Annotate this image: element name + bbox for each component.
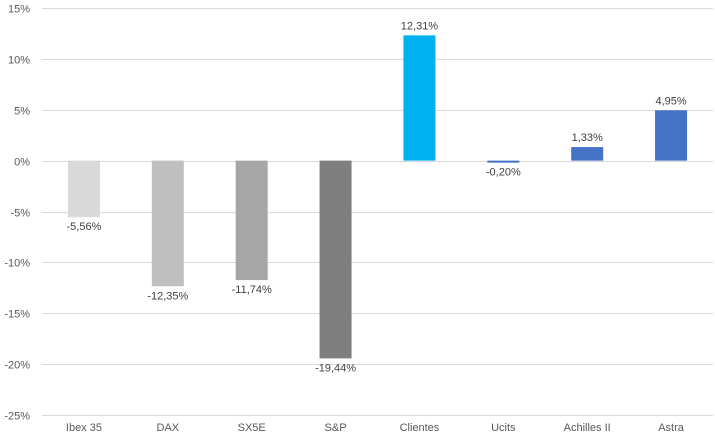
gridlines [42, 8, 713, 416]
bar [319, 160, 352, 359]
y-tick-label: 0% [14, 157, 30, 169]
category-label: DAX [157, 422, 180, 434]
data-label: -12,35% [147, 290, 188, 302]
bar [655, 110, 688, 161]
category-label: Clientes [400, 422, 440, 434]
y-tick-label: -10% [4, 258, 30, 270]
bar [403, 35, 436, 161]
data-label: 1,33% [572, 132, 603, 144]
category-label: Ibex 35 [66, 422, 102, 434]
data-label: -11,74% [232, 284, 272, 296]
data-labels: -5,56% -12,35% -11,74% -19,44% 12,31% -0,20% 1… [67, 20, 687, 374]
bar [235, 160, 268, 281]
data-label: 12,31% [401, 20, 439, 32]
y-tick-label: -20% [4, 360, 30, 372]
y-axis-tick-labels: 15% 10% 5% 0% -5% -10% -15% -20% -25% [4, 4, 30, 423]
bar [67, 160, 100, 218]
y-tick-label: -15% [4, 309, 30, 321]
y-tick-label: 5% [14, 106, 30, 118]
y-tick-label: 10% [8, 55, 30, 67]
category-label: S&P [325, 422, 347, 434]
bar [571, 147, 604, 161]
bar [151, 160, 184, 287]
data-label: -5,56% [67, 221, 102, 233]
category-label: Astra [658, 422, 685, 434]
y-tick-label: -25% [4, 411, 30, 423]
category-label: Achilles II [564, 422, 611, 434]
y-tick-label: -5% [10, 208, 30, 220]
category-label: SX5E [238, 422, 266, 434]
data-label: -0,20% [486, 167, 521, 179]
data-label: -19,44% [315, 362, 356, 374]
category-label: Ucits [491, 422, 516, 434]
x-axis-category-labels: Ibex 35 DAX SX5E S&P Clientes Ucits Achilles I… [66, 422, 685, 434]
bar [487, 160, 520, 163]
data-label: 4,95% [655, 95, 686, 107]
y-tick-label: 15% [8, 4, 30, 16]
bars [67, 35, 688, 359]
